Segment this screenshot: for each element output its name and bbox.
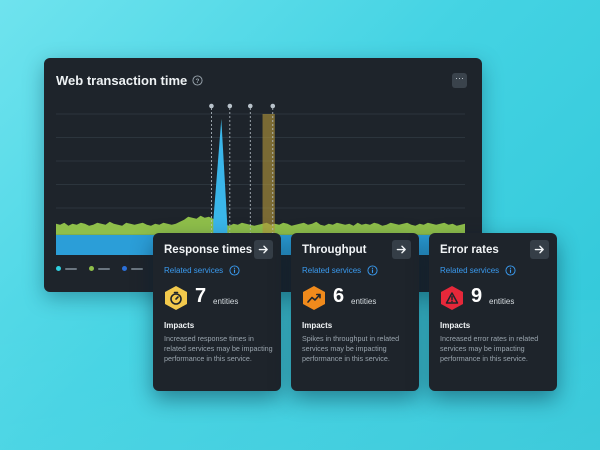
response-times-card: Response times Related services 7 entiti… bbox=[153, 233, 281, 391]
event-marker-dot bbox=[227, 103, 233, 109]
highlight-band bbox=[262, 114, 275, 255]
panel-menu-button[interactable]: ··· bbox=[452, 73, 467, 88]
legend-item[interactable] bbox=[56, 266, 77, 271]
legend-dot bbox=[56, 266, 61, 271]
info-icon[interactable] bbox=[505, 265, 516, 276]
arrow-right-icon bbox=[258, 245, 268, 254]
impacts-heading: Impacts bbox=[164, 321, 195, 330]
legend-item[interactable] bbox=[89, 266, 110, 271]
arrow-right-icon bbox=[396, 245, 406, 254]
arrow-right-button[interactable] bbox=[392, 240, 411, 259]
legend-line bbox=[65, 267, 77, 270]
arrow-right-icon bbox=[534, 245, 544, 254]
event-marker-dot bbox=[270, 103, 276, 109]
series-area-green bbox=[56, 119, 465, 235]
card-title: Response times bbox=[164, 244, 253, 256]
related-services-label: Related services bbox=[164, 266, 224, 275]
event-marker-dot bbox=[209, 103, 214, 109]
stopwatch-icon bbox=[165, 286, 187, 310]
info-icon[interactable] bbox=[367, 265, 378, 276]
related-services-link[interactable]: Related services bbox=[164, 265, 240, 276]
spike-area bbox=[213, 119, 228, 235]
entities-label: entities bbox=[489, 297, 515, 306]
info-icon[interactable] bbox=[229, 265, 240, 276]
impacts-heading: Impacts bbox=[302, 321, 333, 330]
event-marker-dot bbox=[247, 103, 253, 109]
legend-line bbox=[98, 267, 110, 270]
legend-dot bbox=[89, 266, 94, 271]
warning-icon bbox=[441, 286, 463, 310]
panel-title-text: Web transaction time bbox=[56, 73, 188, 88]
impacts-heading: Impacts bbox=[440, 321, 471, 330]
related-services-label: Related services bbox=[440, 266, 500, 275]
legend-item[interactable] bbox=[122, 266, 143, 271]
related-services-link[interactable]: Related services bbox=[440, 265, 516, 276]
entities-label: entities bbox=[351, 297, 377, 306]
chart-legend bbox=[56, 266, 143, 271]
impacts-description: Spikes in throughput in related services… bbox=[302, 334, 400, 363]
entity-count: 9 bbox=[471, 285, 483, 307]
throughput-card: Throughput Related services 6 entities I… bbox=[291, 233, 419, 391]
legend-dot bbox=[122, 266, 127, 271]
panel-title: Web transaction time ? bbox=[56, 73, 203, 88]
related-services-link[interactable]: Related services bbox=[302, 265, 378, 276]
trend-up-icon bbox=[303, 286, 325, 310]
impacts-description: Increased response times in related serv… bbox=[164, 334, 273, 363]
error-rates-card: Error rates Related services 9 entities … bbox=[429, 233, 557, 391]
legend-line bbox=[131, 267, 143, 270]
impacts-description: Increased error rates in related service… bbox=[440, 334, 539, 363]
card-title: Throughput bbox=[302, 244, 367, 256]
arrow-right-button[interactable] bbox=[530, 240, 549, 259]
entity-count: 7 bbox=[195, 285, 207, 307]
arrow-right-button[interactable] bbox=[254, 240, 273, 259]
entity-count: 6 bbox=[333, 285, 345, 307]
help-icon[interactable]: ? bbox=[192, 75, 203, 86]
card-title: Error rates bbox=[440, 244, 499, 256]
svg-text:?: ? bbox=[196, 78, 200, 85]
related-services-label: Related services bbox=[302, 266, 362, 275]
entities-label: entities bbox=[213, 297, 239, 306]
